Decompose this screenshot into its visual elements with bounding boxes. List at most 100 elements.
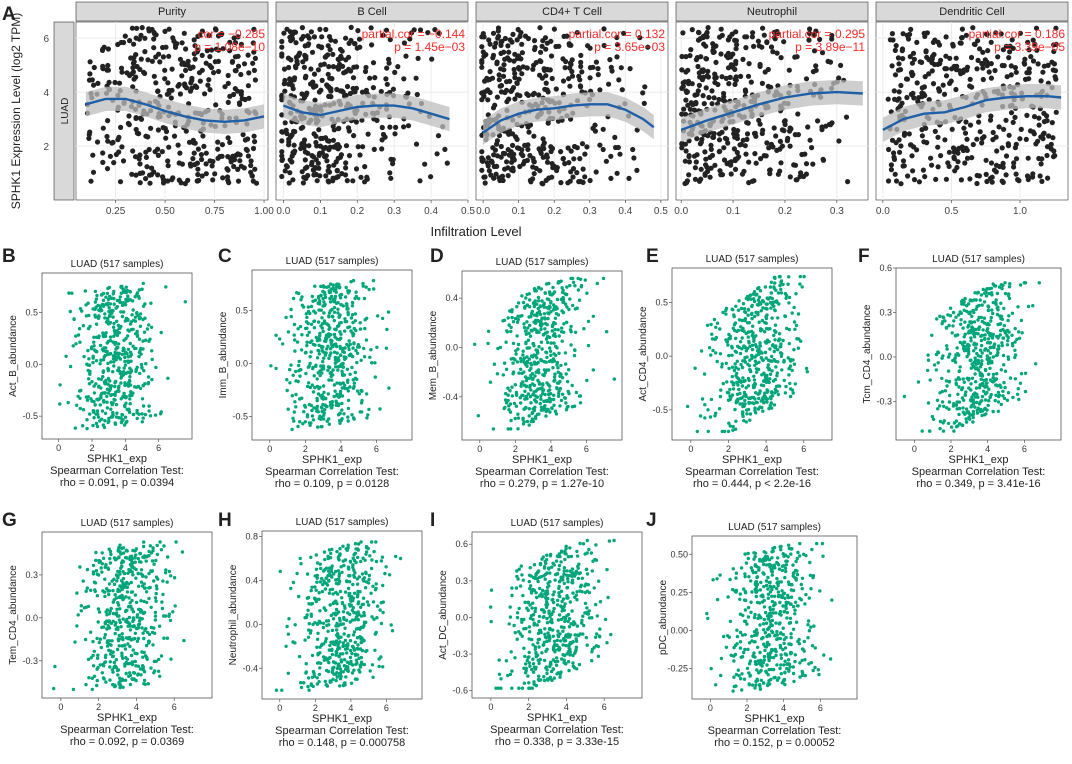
data-point [982,288,985,291]
data-point [775,299,778,302]
data-point [505,368,508,371]
data-point [1020,372,1023,375]
data-point [996,323,999,326]
data-point [915,80,920,85]
data-point [1007,294,1010,297]
plot-title: LUAD (517 samples) [496,257,589,268]
data-point [137,67,142,72]
data-point [1024,390,1027,393]
data-point [935,317,938,320]
data-point [920,133,925,138]
data-point [721,145,726,150]
data-point [894,43,899,48]
data-point [1054,110,1059,115]
data-point [162,76,167,81]
data-point [702,101,707,106]
data-point [938,153,943,158]
data-point [279,138,284,143]
data-point [755,371,758,374]
data-point [509,330,512,333]
data-point [173,42,178,47]
data-point [564,362,567,365]
data-point [495,95,500,100]
data-point [360,90,365,95]
data-point [284,163,289,168]
data-point [550,406,553,409]
data-point [969,85,974,90]
data-point [546,408,549,411]
data-point [549,341,552,344]
data-point [354,312,357,315]
data-point [642,84,647,89]
data-point [950,127,955,132]
data-point [774,330,777,333]
data-point [234,68,239,73]
data-point [550,76,555,81]
data-point [980,293,983,296]
data-point [504,341,507,344]
data-point [357,297,360,300]
data-point [143,331,146,334]
data-point [99,359,102,362]
data-point [1001,344,1004,347]
data-point [760,328,763,331]
data-point [215,140,220,145]
data-point [537,58,542,63]
data-point [997,391,1000,394]
data-point [322,357,325,360]
data-point [578,53,583,58]
data-point [531,411,534,414]
data-point [792,55,797,60]
data-point [730,380,733,383]
data-point [140,363,143,366]
data-point [102,400,105,403]
data-point [330,379,333,382]
data-point [778,332,781,335]
data-point [320,410,323,413]
data-point [917,179,922,184]
data-point [769,395,772,398]
data-point [547,282,550,285]
data-point [714,412,717,415]
data-point [788,382,791,385]
data-point [737,299,740,302]
test-result: rho = 0.091, p = 0.0394 [60,477,174,489]
y-tick-label: 0.0 [879,352,892,362]
data-point [292,374,295,377]
data-point [592,315,595,318]
data-point [242,61,247,66]
data-point [994,303,997,306]
data-point [360,389,363,392]
data-point [961,386,964,389]
data-point [327,76,332,81]
data-point [737,388,740,391]
data-point [541,383,544,386]
x-tick-label: 0.4 [424,206,438,217]
data-point [985,294,988,297]
data-point [339,353,342,356]
data-point [139,352,142,355]
data-point [1007,391,1010,394]
data-point [582,327,585,330]
data-point [351,355,354,358]
data-point [999,386,1002,389]
data-point [631,155,636,160]
data-point [119,381,122,384]
data-point [542,303,545,306]
data-point [769,306,772,309]
data-point [528,298,531,301]
data-point [485,77,490,82]
panel-letter-c: C [218,246,232,267]
data-point [952,429,955,432]
data-point [761,410,764,413]
data-point [292,297,295,300]
data-point [754,161,759,166]
data-point [989,160,994,165]
data-point [130,148,135,153]
data-point [330,375,333,378]
data-point [330,52,335,57]
data-point [354,319,357,322]
data-point [58,402,61,405]
data-point [946,313,949,316]
data-point [765,381,768,384]
